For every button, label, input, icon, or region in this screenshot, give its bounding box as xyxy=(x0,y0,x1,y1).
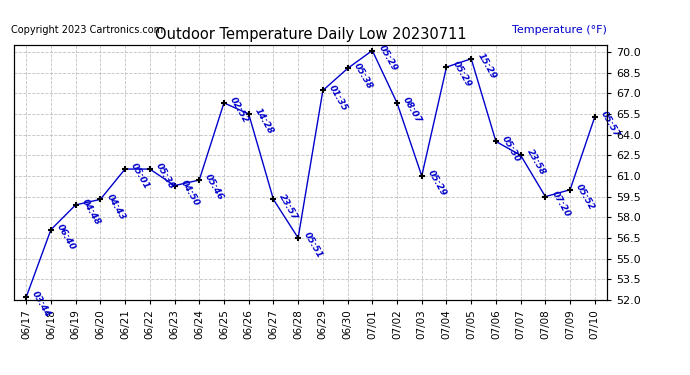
Text: 04:50: 04:50 xyxy=(179,178,201,208)
Text: 05:29: 05:29 xyxy=(426,169,448,198)
Text: 07:20: 07:20 xyxy=(549,189,571,219)
Text: 04:48: 04:48 xyxy=(80,198,102,227)
Text: 05:01: 05:01 xyxy=(129,162,151,191)
Text: 04:43: 04:43 xyxy=(104,192,126,221)
Text: 03:44: 03:44 xyxy=(30,290,52,319)
Text: 05:29: 05:29 xyxy=(451,60,473,89)
Title: Outdoor Temperature Daily Low 20230711: Outdoor Temperature Daily Low 20230711 xyxy=(155,27,466,42)
Text: 05:38: 05:38 xyxy=(352,61,374,90)
Text: 23:57: 23:57 xyxy=(277,192,299,221)
Text: 05:51: 05:51 xyxy=(302,231,324,260)
Text: Temperature (°F): Temperature (°F) xyxy=(512,25,607,35)
Text: 02:52: 02:52 xyxy=(228,96,250,125)
Text: 05:29: 05:29 xyxy=(377,43,399,72)
Text: 05:30: 05:30 xyxy=(500,134,522,164)
Text: 08:07: 08:07 xyxy=(401,96,423,125)
Text: 15:29: 15:29 xyxy=(475,51,497,81)
Text: 14:28: 14:28 xyxy=(253,106,275,136)
Text: Copyright 2023 Cartronics.com: Copyright 2023 Cartronics.com xyxy=(11,25,163,35)
Text: 23:58: 23:58 xyxy=(525,148,547,177)
Text: 06:40: 06:40 xyxy=(55,222,77,252)
Text: 05:57: 05:57 xyxy=(599,110,621,139)
Text: 01:35: 01:35 xyxy=(327,83,349,112)
Text: 05:46: 05:46 xyxy=(204,173,226,202)
Text: 05:38: 05:38 xyxy=(154,162,176,191)
Text: 05:52: 05:52 xyxy=(574,183,596,212)
